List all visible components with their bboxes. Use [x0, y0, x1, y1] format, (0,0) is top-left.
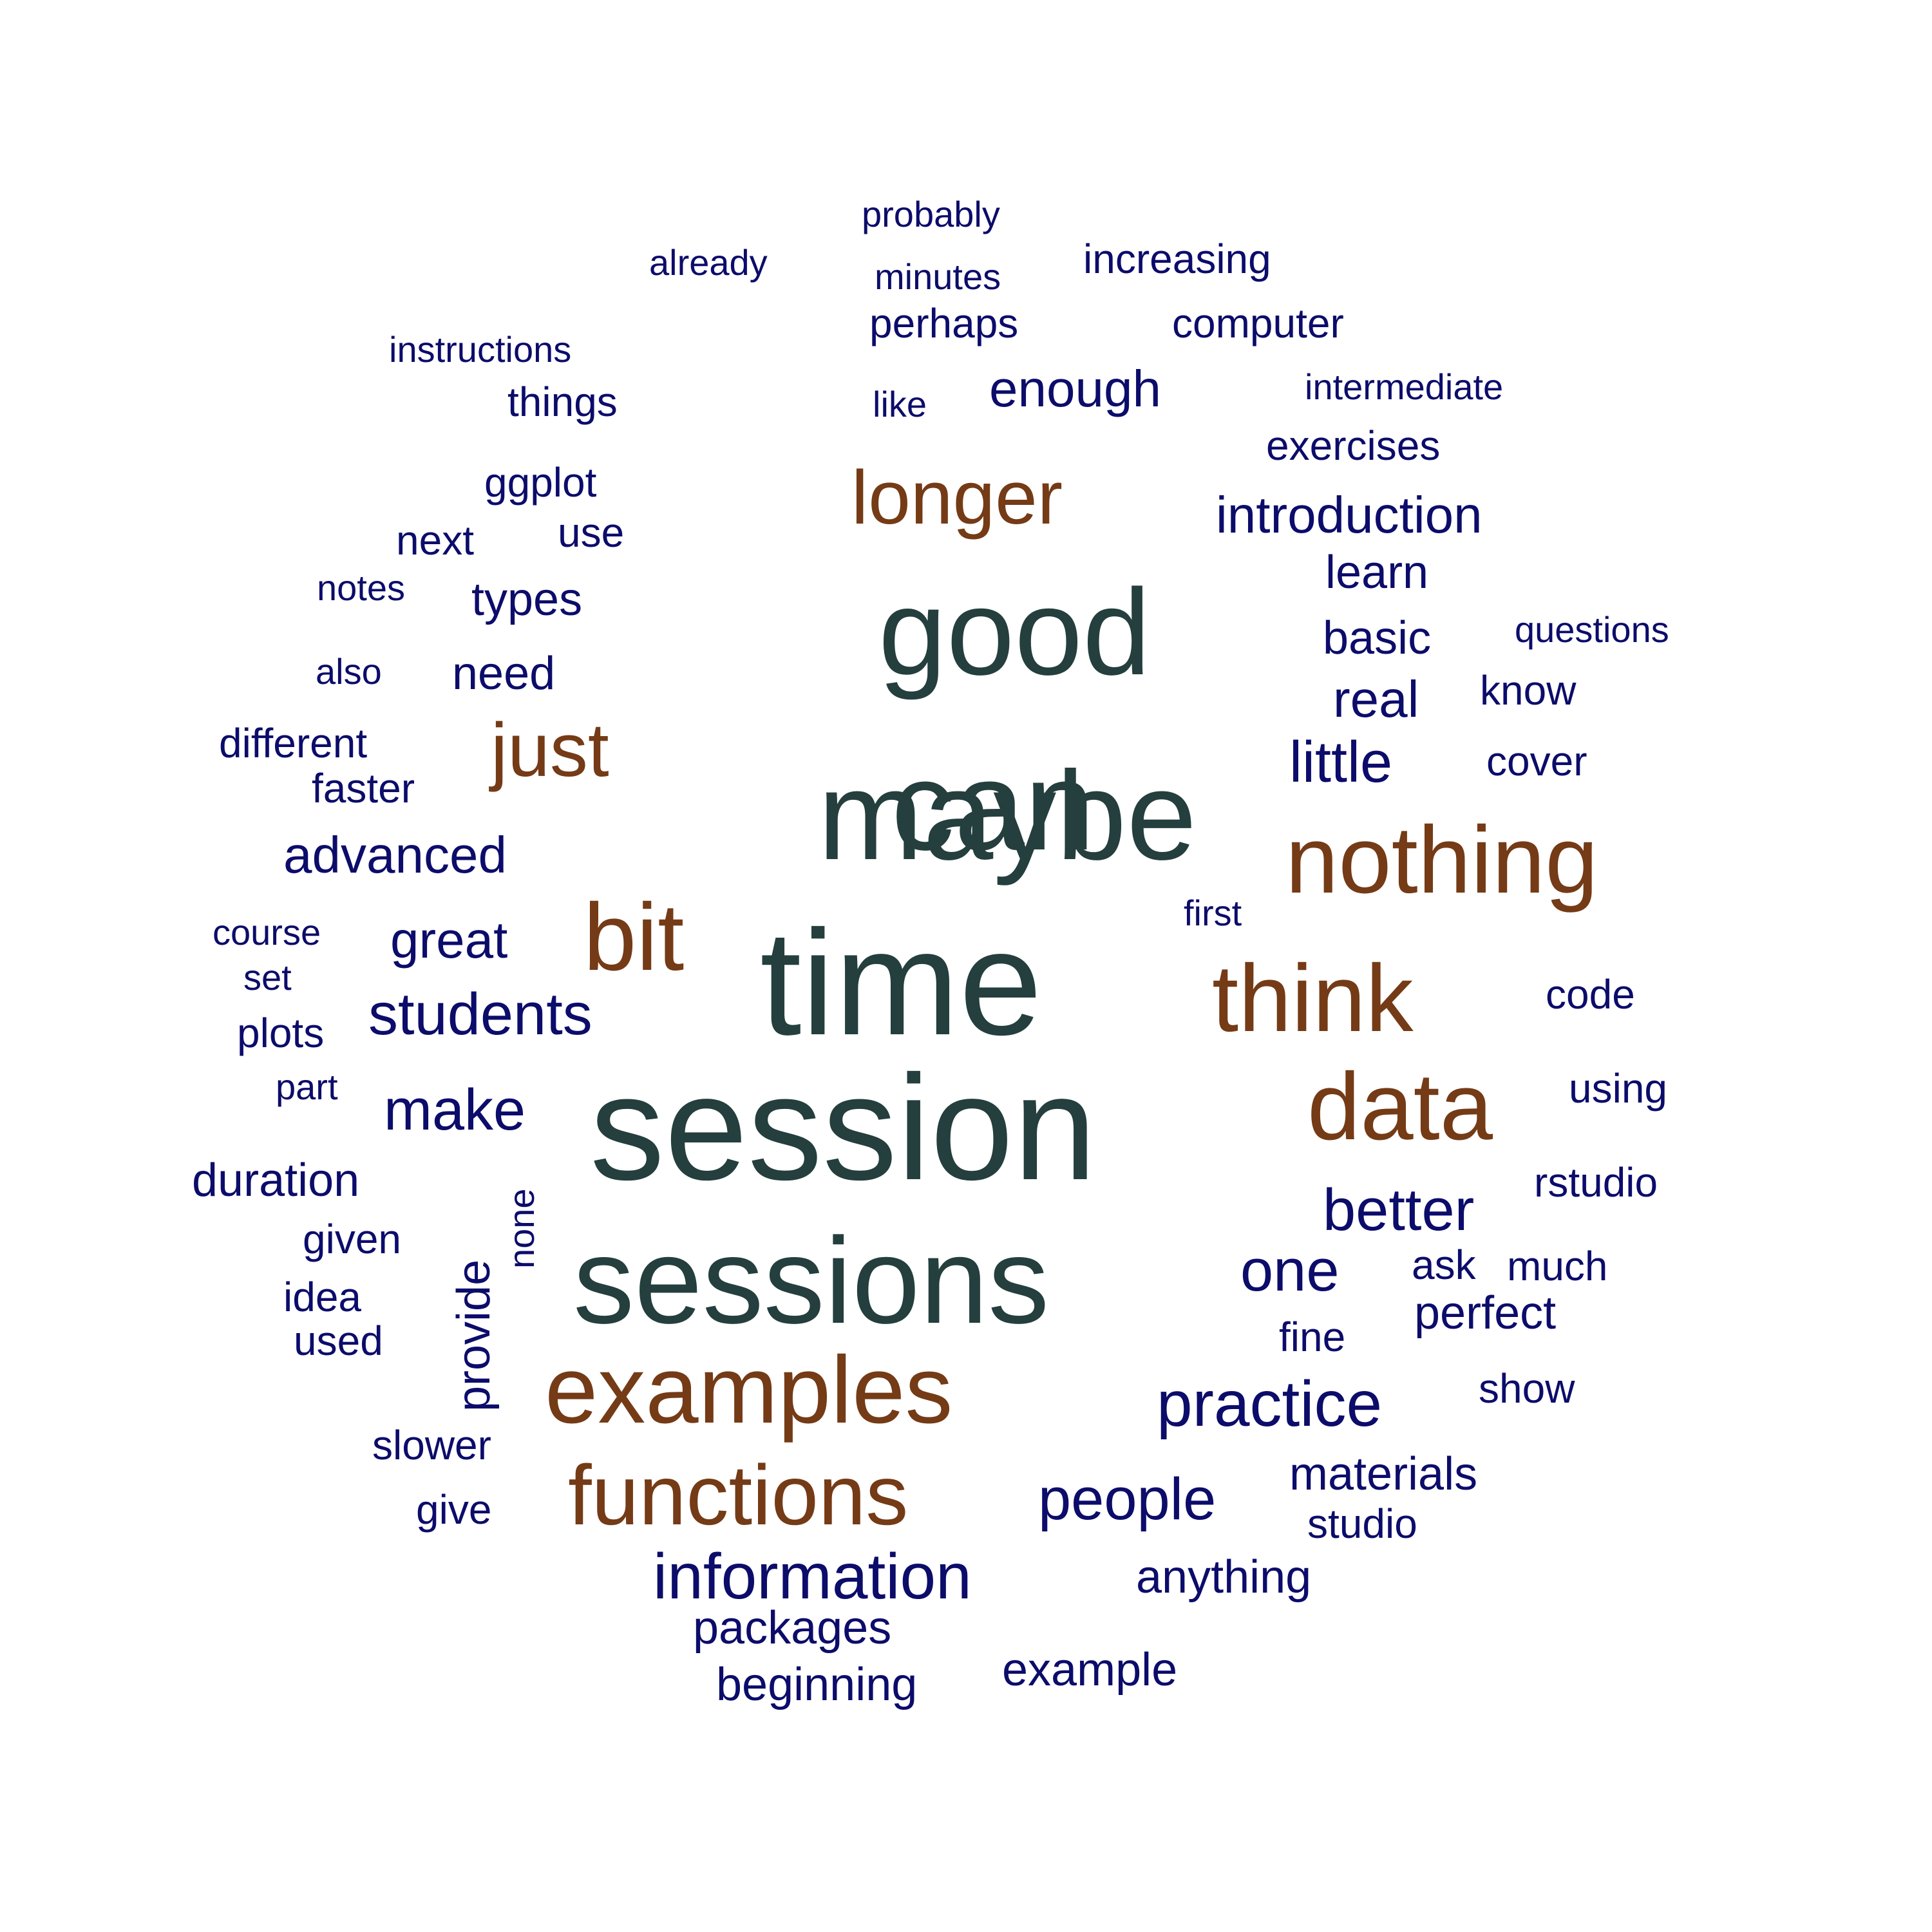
word-real: real — [1333, 670, 1419, 728]
word-information: information — [653, 1540, 972, 1613]
word-faster: faster — [312, 765, 415, 812]
word-duration: duration — [192, 1155, 360, 1207]
word-think: think — [1212, 945, 1414, 1052]
word-code: code — [1546, 971, 1635, 1018]
word-introduction: introduction — [1216, 486, 1482, 544]
word-perfect: perfect — [1414, 1287, 1557, 1340]
word-sessions: sessions — [573, 1213, 1050, 1349]
word-better: better — [1323, 1177, 1475, 1244]
word-fine: fine — [1279, 1314, 1346, 1361]
word-materials: materials — [1289, 1448, 1478, 1501]
word-practice: practice — [1157, 1368, 1383, 1440]
word-exercises: exercises — [1266, 422, 1441, 469]
word-types: types — [471, 574, 583, 626]
word-just: just — [491, 707, 609, 793]
word-next: next — [396, 517, 474, 564]
word-used: used — [294, 1318, 383, 1365]
word-packages: packages — [693, 1602, 892, 1654]
word-example: example — [1002, 1644, 1178, 1696]
word-need: need — [452, 648, 556, 700]
word-cover: cover — [1486, 738, 1587, 785]
word-plots: plots — [237, 1010, 325, 1057]
word-none: none — [501, 1188, 542, 1269]
word-make: make — [384, 1078, 526, 1142]
word-idea: idea — [283, 1274, 361, 1321]
word-increasing: increasing — [1083, 236, 1271, 283]
word-intermediate: intermediate — [1305, 366, 1504, 407]
word-beginning: beginning — [716, 1659, 918, 1711]
word-already: already — [649, 242, 768, 283]
word-data: data — [1307, 1053, 1493, 1160]
word-much: much — [1507, 1243, 1608, 1290]
word-give: give — [416, 1486, 492, 1533]
word-session: session — [590, 1045, 1097, 1212]
word-use: use — [558, 509, 625, 556]
word-enough: enough — [989, 360, 1161, 417]
word-set: set — [243, 956, 292, 998]
word-one: one — [1240, 1238, 1340, 1304]
word-instructions: instructions — [389, 328, 572, 370]
word-can: can — [891, 735, 1095, 876]
word-studio: studio — [1307, 1501, 1417, 1548]
word-part: part — [276, 1066, 338, 1107]
word-given: given — [303, 1216, 401, 1263]
word-maybe: maybe — [818, 744, 1197, 886]
word-know: know — [1480, 667, 1577, 714]
word-examples: examples — [545, 1336, 953, 1443]
word-functions: functions — [568, 1448, 909, 1543]
word-like: like — [873, 383, 927, 424]
word-longer: longer — [851, 455, 1063, 540]
word-people: people — [1038, 1466, 1217, 1533]
word-minutes: minutes — [875, 256, 1001, 297]
word-different: different — [219, 720, 368, 767]
word-basic: basic — [1323, 612, 1432, 665]
word-course: course — [213, 911, 321, 952]
word-show: show — [1479, 1365, 1575, 1412]
word-questions: questions — [1515, 609, 1669, 650]
word-probably: probably — [862, 193, 1000, 234]
word-ask: ask — [1412, 1242, 1476, 1289]
word-good: good — [878, 564, 1151, 701]
word-first: first — [1184, 892, 1242, 933]
word-things: things — [507, 379, 618, 426]
word-slower: slower — [372, 1422, 491, 1469]
word-anything: anything — [1136, 1551, 1312, 1604]
word-notes: notes — [317, 567, 405, 608]
word-little: little — [1289, 730, 1393, 795]
word-perhaps: perhaps — [869, 300, 1019, 347]
word-students: students — [368, 981, 592, 1048]
word-nothing: nothing — [1285, 806, 1598, 913]
word-using: using — [1569, 1065, 1667, 1112]
word-time: time — [760, 900, 1043, 1067]
word-ggplot: ggplot — [484, 459, 597, 506]
word-rstudio: rstudio — [1534, 1159, 1658, 1206]
word-computer: computer — [1172, 300, 1344, 347]
word-also: also — [316, 650, 382, 692]
word-learn: learn — [1325, 547, 1429, 599]
word-bit: bit — [583, 884, 685, 990]
word-provide: provide — [448, 1259, 500, 1412]
word-great: great — [390, 911, 508, 969]
word-advanced: advanced — [283, 826, 507, 884]
